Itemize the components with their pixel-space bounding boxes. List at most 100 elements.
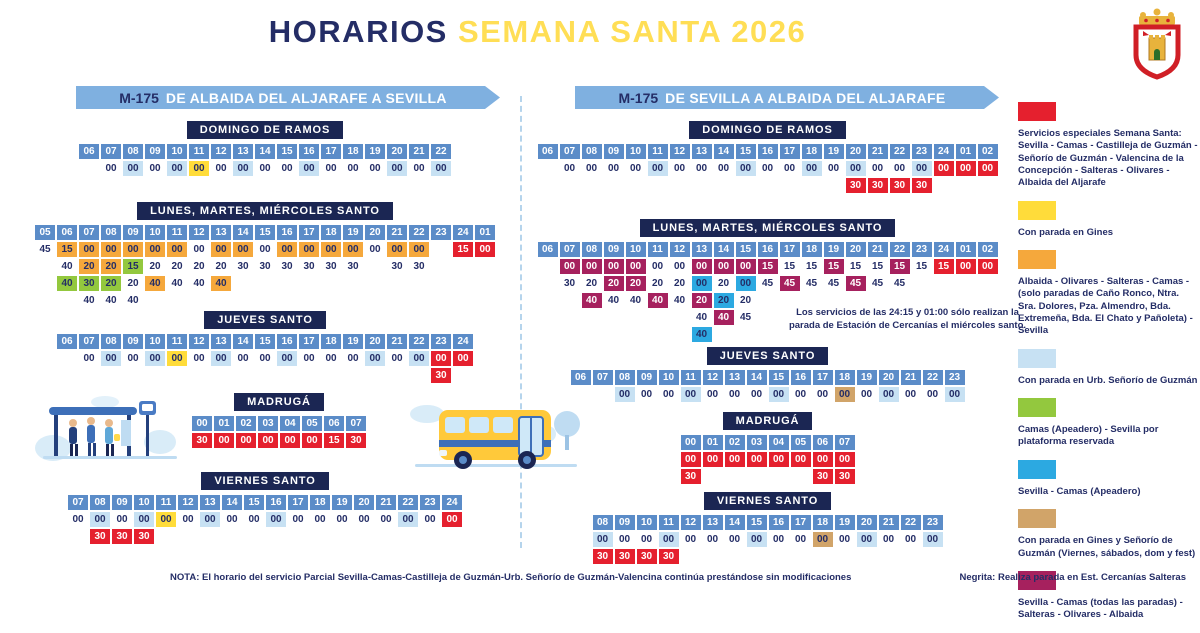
hour-cell: 13	[233, 144, 253, 159]
hour-cell: 10	[625, 144, 646, 159]
minute-cell: 00	[299, 161, 319, 176]
empty-cell	[365, 293, 385, 308]
minute-cell: 00	[779, 161, 800, 176]
empty-cell	[769, 549, 789, 564]
minute-cell: 00	[310, 512, 330, 527]
minute-cell: 00	[101, 161, 121, 176]
minute-cell: 30	[192, 433, 212, 448]
minute-cell: 00	[214, 433, 234, 448]
hour-cell: 18	[343, 144, 363, 159]
empty-cell	[299, 276, 319, 291]
empty-cell	[626, 327, 646, 342]
empty-cell	[57, 293, 77, 308]
minute-cell: 00	[625, 259, 646, 274]
minute-cell: 00	[713, 259, 734, 274]
minute-cell: 40	[669, 293, 690, 308]
empty-cell	[431, 242, 451, 257]
hour-cell: 16	[277, 334, 297, 349]
hour-cell: 17	[790, 515, 811, 530]
table-title: LUNES, MARTES, MIÉRCOLES SANTO	[639, 219, 896, 237]
minute-cell: 30	[867, 178, 888, 193]
minute-cell: 00	[167, 351, 187, 366]
minute-cell: 00	[647, 161, 668, 176]
minute-cell: 00	[691, 161, 712, 176]
minute-cell: 15	[823, 259, 844, 274]
hour-cell: 15	[255, 334, 275, 349]
minute-cell: 00	[79, 351, 99, 366]
empty-cell	[824, 293, 844, 308]
hour-cell: 24	[933, 144, 954, 159]
hour-cell: 24	[453, 334, 473, 349]
legend-item: Con parada en Gines	[1018, 200, 1198, 239]
hour-cell: 18	[812, 515, 833, 530]
minute-cell: 20	[167, 259, 187, 274]
legend: Servicios especiales Semana Santa: Sevil…	[1018, 102, 1198, 633]
hour-cell: 19	[343, 225, 363, 240]
empty-cell	[475, 259, 495, 274]
hour-cell: 21	[409, 144, 429, 159]
empty-cell	[626, 178, 646, 193]
minute-cell: 00	[343, 242, 363, 257]
legend-text: Sevilla - Camas (todas las paradas) - Sa…	[1018, 596, 1183, 621]
minute-cell: 00	[790, 532, 811, 547]
empty-cell	[923, 549, 943, 564]
table-title: LUNES, MARTES, MIÉRCOLES SANTO	[137, 202, 393, 220]
minute-cell: 00	[409, 351, 429, 366]
hour-cell: 09	[112, 495, 132, 510]
empty-cell	[321, 368, 341, 383]
minute-cell: 00	[658, 387, 679, 402]
hour-cell: 15	[735, 144, 756, 159]
minute-cell: 15	[845, 259, 866, 274]
minute-cell: 00	[145, 161, 165, 176]
minute-cell: 00	[211, 161, 231, 176]
empty-cell	[758, 327, 778, 342]
empty-cell	[167, 368, 187, 383]
hour-cell: 18	[321, 225, 341, 240]
minute-cell: 00	[299, 351, 319, 366]
empty-cell	[233, 276, 253, 291]
empty-cell	[703, 549, 723, 564]
empty-cell	[538, 293, 558, 308]
minute-cell: 00	[343, 351, 363, 366]
minute-cell: 00	[977, 161, 998, 176]
hour-cell: 16	[266, 495, 286, 510]
empty-cell	[57, 351, 77, 366]
hour-cell: 07	[834, 435, 855, 450]
empty-cell	[409, 293, 429, 308]
minute-cell: 40	[189, 276, 209, 291]
hour-cell: 10	[658, 370, 679, 385]
hour-cell: 17	[299, 334, 319, 349]
minute-cell: 00	[581, 259, 602, 274]
minute-cell: 00	[167, 242, 187, 257]
minute-cell: 40	[57, 276, 77, 291]
hour-cell: 01	[955, 242, 976, 257]
empty-cell	[560, 178, 580, 193]
hour-cell: 17	[779, 242, 800, 257]
hour-cell: 12	[669, 144, 690, 159]
hour-cell: 15	[255, 225, 275, 240]
empty-cell	[266, 529, 286, 544]
bus-illustration	[410, 405, 580, 469]
minute-cell: 00	[955, 259, 976, 274]
minute-cell: 15	[779, 259, 800, 274]
empty-cell	[538, 310, 558, 325]
hour-cell: 11	[647, 242, 668, 257]
minute-cell: 00	[145, 351, 165, 366]
minute-cell: 00	[614, 532, 635, 547]
hour-cell: 17	[299, 225, 319, 240]
hour-cell: 19	[823, 144, 844, 159]
legend-swatch	[1018, 200, 1056, 220]
hour-cell: 18	[801, 144, 822, 159]
minute-cell: 00	[365, 242, 385, 257]
footer-bold-note: Negrita: Realiza parada en Est. Cercanía…	[959, 572, 1186, 583]
hour-cell: 22	[900, 515, 921, 530]
hour-cell: 22	[398, 495, 418, 510]
hour-cell: 22	[922, 370, 943, 385]
table-title: JUEVES SANTO	[706, 347, 829, 365]
hour-cell: 17	[812, 370, 833, 385]
minute-cell: 30	[90, 529, 110, 544]
hour-cell: 01	[702, 435, 723, 450]
minute-cell: 20	[691, 293, 712, 308]
minute-cell: 00	[702, 452, 723, 467]
empty-cell	[857, 549, 877, 564]
